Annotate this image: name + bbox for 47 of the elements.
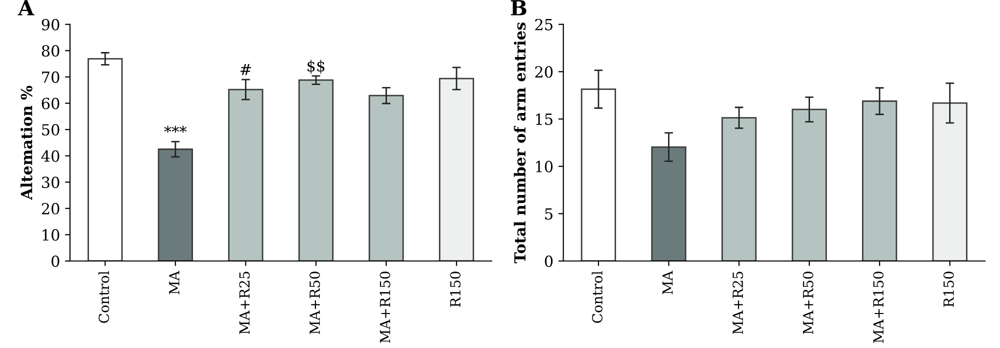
y-tick-label: 90 xyxy=(42,18,60,30)
y-tick-label: 30 xyxy=(42,176,60,188)
bar xyxy=(862,100,898,261)
bar xyxy=(228,88,264,261)
bar xyxy=(651,146,686,261)
y-tick-label: 0 xyxy=(544,255,553,268)
y-tick-label: 20 xyxy=(535,66,553,78)
bar xyxy=(368,94,404,261)
x-tick-label: R150 xyxy=(943,272,954,307)
bar xyxy=(792,108,827,261)
x-tick-label: MA+R50 xyxy=(802,272,814,334)
bar xyxy=(721,117,757,261)
annotation: # xyxy=(240,64,251,76)
x-tick-label: MA+R50 xyxy=(309,272,320,334)
x-tick-label: Control xyxy=(592,271,603,323)
y-tick-label: 60 xyxy=(42,98,60,110)
y-axis-title: Altemation % xyxy=(20,86,32,200)
y-tick-label: 40 xyxy=(41,150,60,162)
chart-title: B xyxy=(510,0,526,16)
bar xyxy=(158,148,193,261)
x-tick-label: MA+R150 xyxy=(380,272,390,343)
bar xyxy=(580,88,616,261)
y-tick-label: 20 xyxy=(42,202,60,214)
bar xyxy=(932,102,968,261)
x-tick-label: MA+R25 xyxy=(732,272,744,334)
x-tick-label: R150 xyxy=(450,272,461,307)
y-tick-label: 10 xyxy=(536,160,553,172)
chart-title: A xyxy=(18,0,34,16)
y-tick-label: 80 xyxy=(42,45,60,57)
x-tick-label: Control xyxy=(98,271,110,323)
y-tick-label: 5 xyxy=(545,208,552,220)
x-tick-label: MA+R25 xyxy=(239,272,250,334)
y-tick-label: 0 xyxy=(52,255,60,268)
y-axis-title: Total number of arm entries xyxy=(514,22,526,264)
y-tick-label: 15 xyxy=(536,113,552,126)
y-tick-label: 50 xyxy=(42,124,60,136)
y-tick-label: 10 xyxy=(42,229,60,241)
bar xyxy=(88,58,123,261)
y-tick-label: 70 xyxy=(42,71,60,83)
bar xyxy=(438,78,474,261)
x-tick-label: MA xyxy=(662,270,673,294)
annotation: $$ xyxy=(308,60,324,74)
x-tick-label: MA+R150 xyxy=(873,272,884,343)
bar xyxy=(298,79,334,261)
x-tick-label: MA xyxy=(169,270,180,294)
y-tick-label: 25 xyxy=(535,18,552,30)
annotation: *** xyxy=(164,126,187,133)
